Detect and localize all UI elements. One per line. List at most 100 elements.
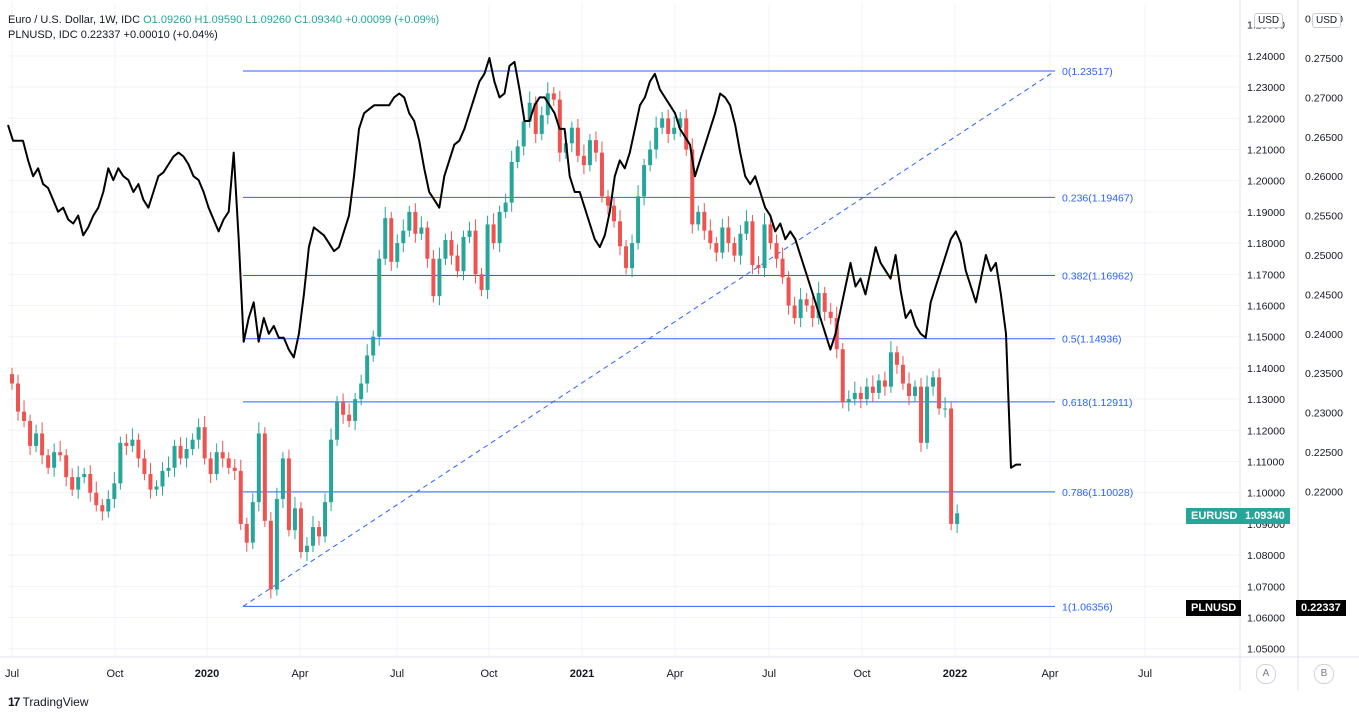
candle-body bbox=[533, 102, 538, 134]
time-tick-label: 2022 bbox=[943, 668, 967, 680]
candle-body bbox=[503, 202, 508, 212]
candle-body bbox=[931, 377, 936, 387]
candle-body bbox=[178, 445, 183, 459]
time-tick-label: Apr bbox=[666, 668, 683, 680]
candle-body bbox=[527, 102, 532, 122]
candle-body bbox=[804, 299, 809, 306]
eurusd-tick-label: 1.18000 bbox=[1247, 238, 1285, 250]
candle-body bbox=[624, 246, 629, 269]
tradingview-logo[interactable]: 17 TradingView bbox=[8, 695, 89, 709]
candle-body bbox=[816, 293, 821, 319]
candle-body bbox=[521, 121, 526, 147]
auto-scale-button-right[interactable]: B bbox=[1314, 664, 1334, 684]
candle-body bbox=[244, 523, 249, 543]
time-tick-label: Apr bbox=[291, 668, 308, 680]
candle-body bbox=[154, 486, 159, 490]
candle-body bbox=[262, 433, 267, 521]
eurusd-tick-label: 1.08000 bbox=[1247, 550, 1285, 562]
time-tick-label: 2021 bbox=[570, 668, 594, 680]
candle-body bbox=[467, 230, 472, 237]
candle-body bbox=[900, 364, 905, 384]
candle-body bbox=[401, 230, 406, 244]
fib-level-label: 1(1.06356) bbox=[1062, 601, 1113, 613]
plnusd-tick-label: 0.27500 bbox=[1305, 53, 1343, 65]
time-axis[interactable]: Jul Oct 2020 Apr Jul Oct 2021 Apr Jul Oct 2022 Apr J… bbox=[5, 668, 1152, 680]
candle-body bbox=[678, 118, 683, 128]
time-tick-label: Jul bbox=[1138, 668, 1152, 680]
candle-body bbox=[593, 140, 598, 153]
candle-body bbox=[250, 502, 255, 543]
candle-body bbox=[834, 318, 839, 350]
candle-body bbox=[274, 498, 279, 590]
right-scale-unit[interactable]: USD bbox=[1312, 13, 1342, 28]
candle-body bbox=[359, 383, 364, 400]
candle-body bbox=[587, 140, 592, 166]
time-tick-label: Jul bbox=[390, 668, 404, 680]
candle-body bbox=[304, 545, 309, 553]
eurusd-name-badge: EURUSD bbox=[1186, 508, 1243, 524]
candle-body bbox=[720, 227, 725, 253]
candle-body bbox=[949, 408, 954, 524]
candle-body bbox=[238, 470, 243, 524]
eurusd-legend: Euro / U.S. Dollar, 1W, IDC O1.09260 H1.… bbox=[8, 14, 439, 26]
candle-body bbox=[906, 383, 911, 397]
candle-body bbox=[106, 498, 111, 512]
eurusd-tick-label: 1.05000 bbox=[1247, 644, 1285, 656]
chart-grid bbox=[0, 0, 1359, 690]
candle-body bbox=[870, 386, 875, 393]
candle-body bbox=[726, 227, 731, 244]
candle-body bbox=[377, 258, 382, 337]
candle-body bbox=[756, 264, 761, 269]
plnusd-tick-label: 0.23000 bbox=[1305, 408, 1343, 420]
candle-body bbox=[485, 224, 490, 290]
candle-body bbox=[913, 386, 917, 397]
eurusd-tick-label: 1.07000 bbox=[1247, 581, 1285, 593]
candle-body bbox=[395, 243, 400, 262]
plnusd-tick-label: 0.22000 bbox=[1305, 486, 1343, 498]
candle-body bbox=[268, 520, 273, 590]
time-tick-label: Oct bbox=[853, 668, 870, 680]
candle-body bbox=[136, 439, 141, 459]
candle-body bbox=[569, 127, 574, 144]
candle-body bbox=[226, 458, 231, 468]
eurusd-tick-label: 1.06000 bbox=[1247, 613, 1285, 625]
candle-body bbox=[407, 211, 412, 231]
candle-body bbox=[786, 277, 791, 306]
candle-body bbox=[220, 452, 225, 459]
price-axes[interactable]: 1.24000 1.23000 1.22000 1.21000 1.20000 1.190… bbox=[1247, 14, 1343, 656]
candle-body bbox=[654, 127, 659, 150]
candle-body bbox=[515, 146, 520, 163]
candle-body bbox=[666, 118, 671, 134]
candle-body bbox=[70, 477, 75, 490]
candle-body bbox=[94, 492, 99, 506]
plnusd-line bbox=[7, 57, 1021, 469]
auto-scale-button-left[interactable]: A bbox=[1256, 664, 1276, 684]
candle-body bbox=[738, 233, 743, 256]
candle-body bbox=[208, 458, 213, 475]
candle-body bbox=[557, 99, 562, 153]
candle-body bbox=[473, 230, 478, 275]
candle-body bbox=[780, 258, 785, 278]
fib-level-label: 0.382(1.16962) bbox=[1062, 271, 1133, 283]
candle-body bbox=[16, 383, 21, 412]
candle-body bbox=[852, 392, 857, 400]
left-scale-unit[interactable]: USD bbox=[1254, 13, 1284, 28]
eurusd-tick-label: 1.14000 bbox=[1247, 363, 1285, 375]
candle-body bbox=[40, 433, 45, 456]
candle-body bbox=[581, 155, 586, 166]
candle-body bbox=[539, 115, 544, 134]
fibonacci-retracement[interactable]: 0(1.23517) 0.236(1.19467) 0.382(1.16962) 0.… bbox=[242, 66, 1133, 613]
time-tick-label: Jul bbox=[5, 668, 19, 680]
eurusd-tick-label: 1.11000 bbox=[1247, 457, 1284, 469]
candle-body bbox=[840, 349, 845, 403]
tradingview-logo-icon: 17 bbox=[8, 695, 20, 709]
candle-body bbox=[937, 377, 942, 409]
candle-body bbox=[286, 458, 291, 531]
candle-body bbox=[76, 477, 81, 490]
candle-body bbox=[684, 118, 689, 150]
candle-body bbox=[732, 243, 737, 256]
eurusd-tick-label: 1.19000 bbox=[1247, 207, 1285, 219]
eurusd-tick-label: 1.10000 bbox=[1247, 488, 1285, 500]
candle-body bbox=[575, 127, 580, 156]
